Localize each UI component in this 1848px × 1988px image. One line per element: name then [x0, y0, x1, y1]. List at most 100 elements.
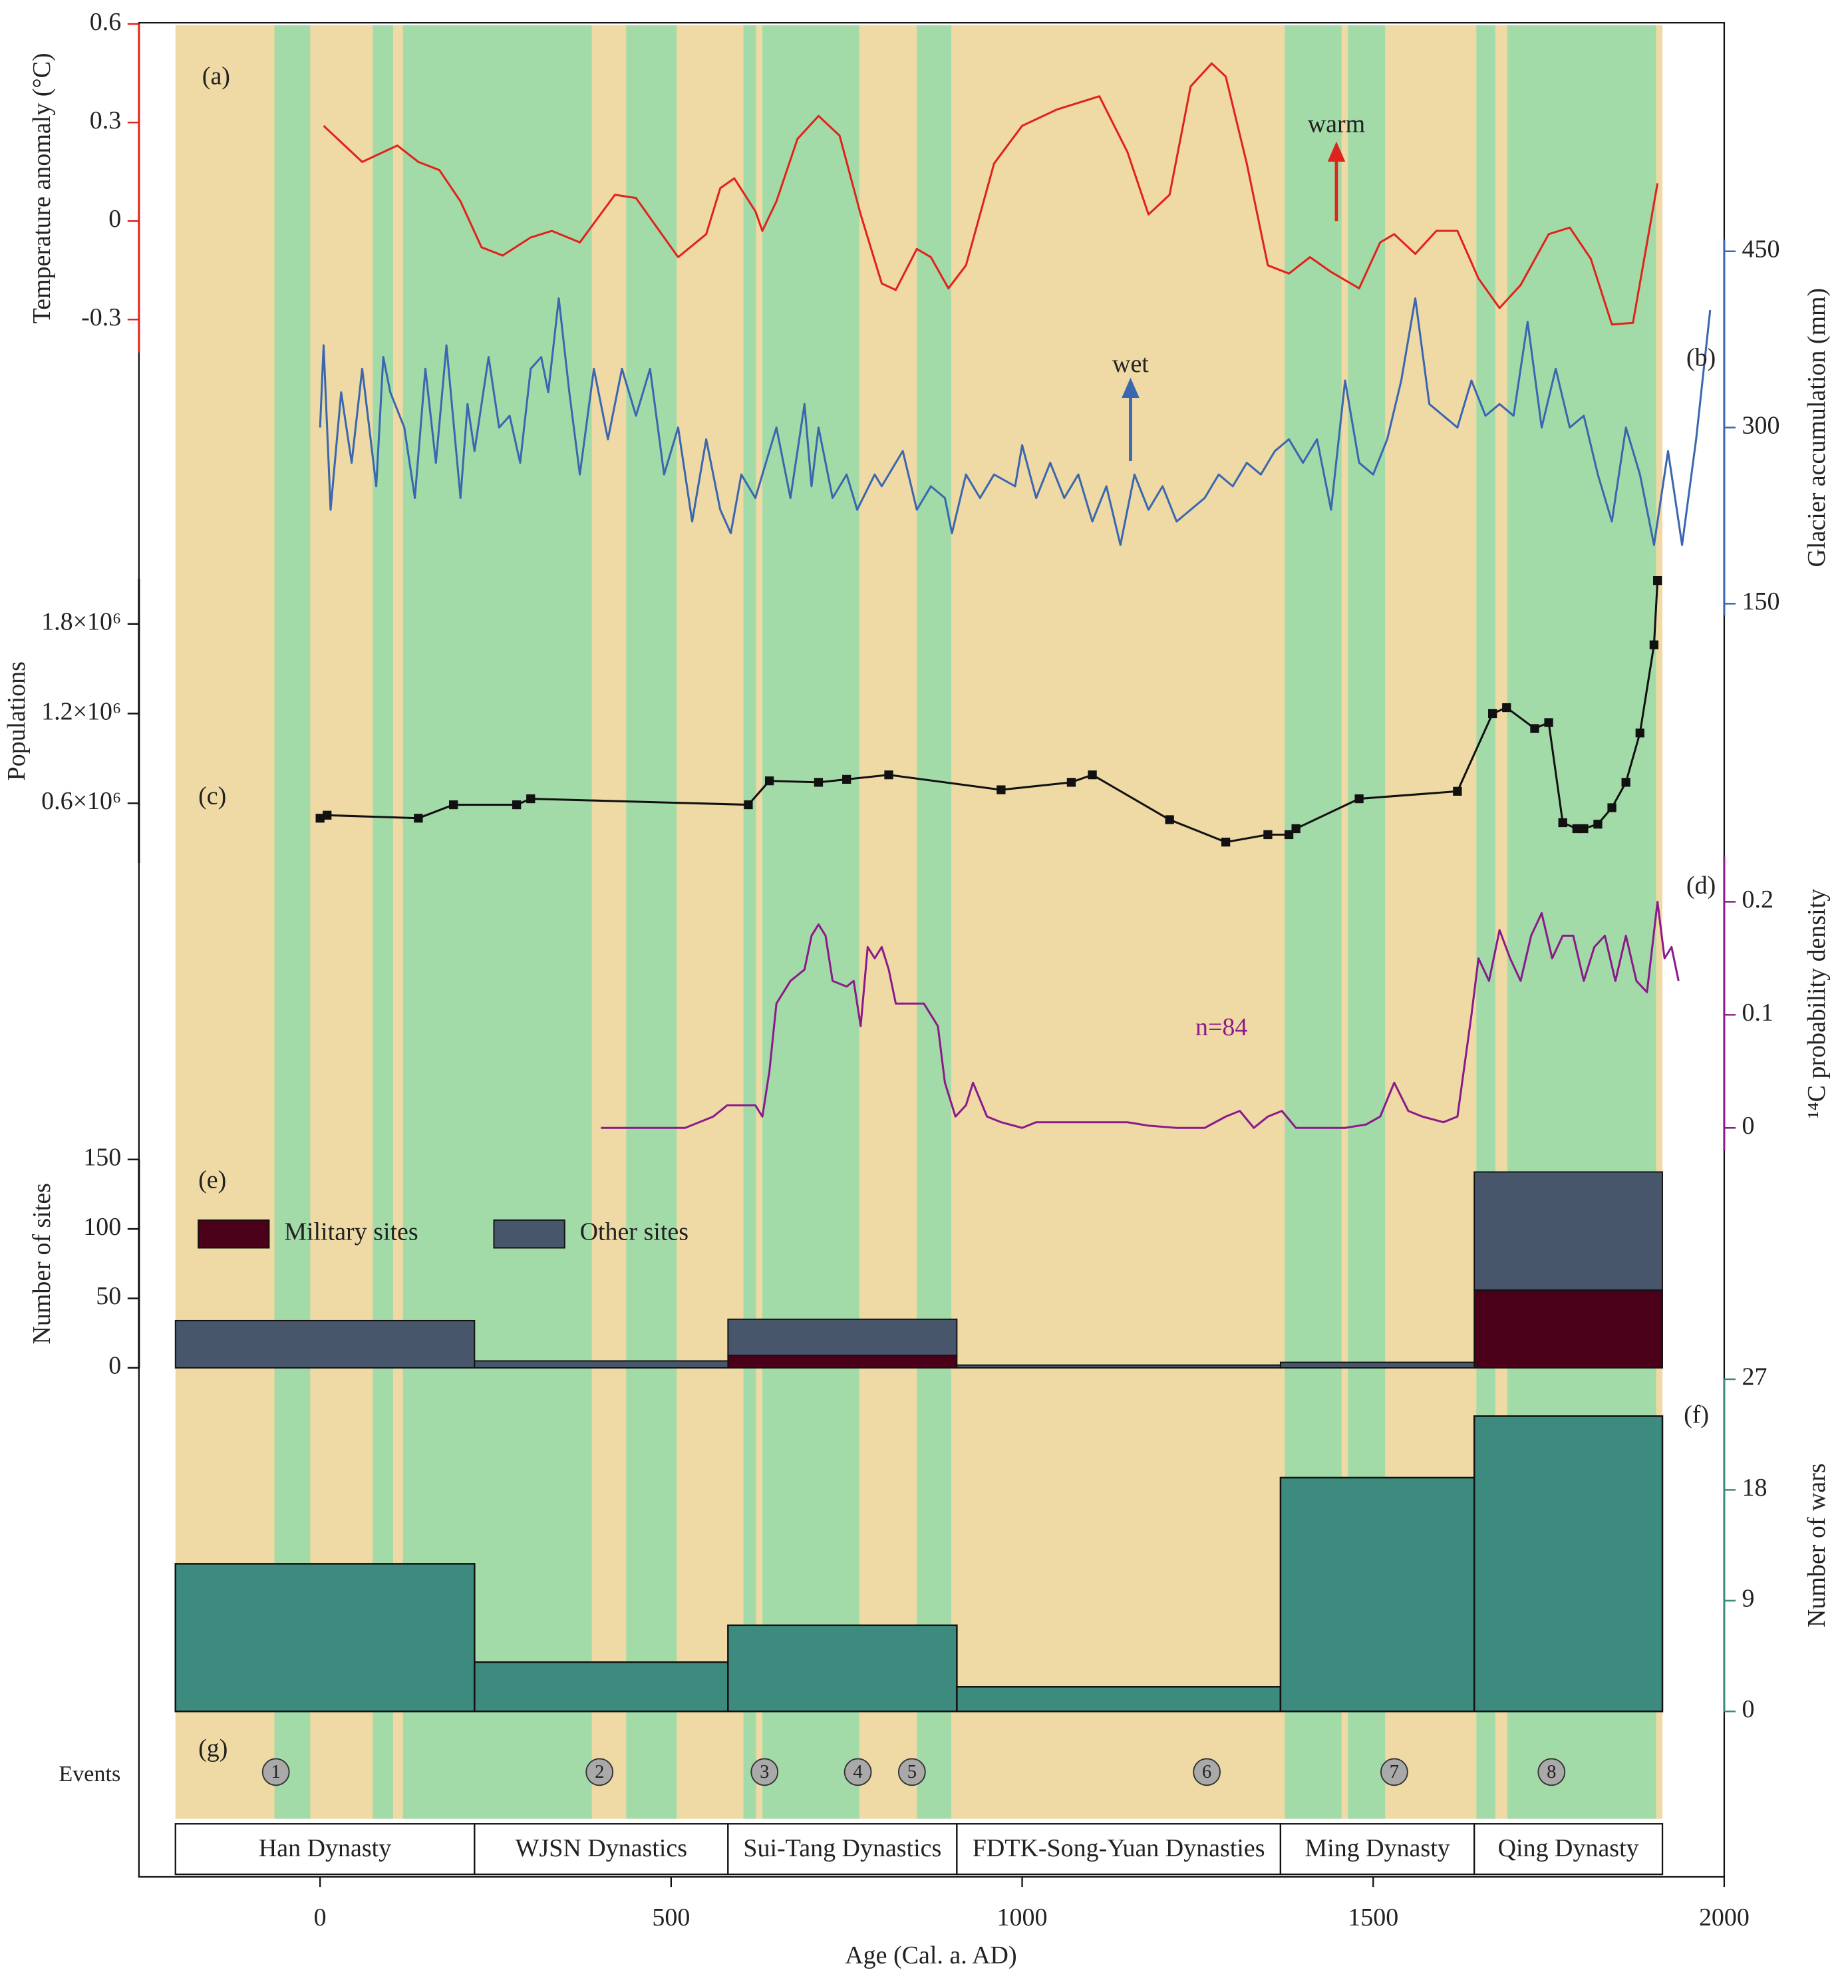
- y-tick-label: 0.6×10⁶: [41, 787, 121, 815]
- legend-swatch: [198, 1219, 270, 1249]
- period-label: Sui-Tang Dynastics: [743, 1834, 941, 1862]
- annotation: n=84: [1195, 1013, 1247, 1041]
- annotation: warm: [1308, 110, 1365, 138]
- event-marker: [1193, 1758, 1221, 1786]
- main-layer: warm wet n=84 Military sites Other sites 1 2 3 4…: [174, 62, 1712, 1786]
- marker: [1558, 818, 1567, 828]
- marker: [512, 800, 522, 810]
- y-tick-label: 0: [108, 205, 121, 233]
- y-tick-label: 450: [1742, 235, 1779, 263]
- marker: [1263, 830, 1273, 840]
- y-tick-label: 0: [1742, 1112, 1754, 1140]
- marker: [1621, 778, 1630, 787]
- period-label: Qing Dynasty: [1498, 1834, 1639, 1862]
- marker: [884, 770, 893, 780]
- wet-band: [402, 25, 592, 1819]
- event-label: 8: [1547, 1762, 1556, 1782]
- marker: [1593, 820, 1603, 829]
- period-label: Han Dynasty: [259, 1834, 391, 1862]
- legend-label: Other sites: [580, 1218, 689, 1245]
- bar: [727, 1624, 958, 1713]
- period-box: [956, 1823, 1282, 1876]
- event-marker: [1537, 1758, 1566, 1786]
- line: [601, 900, 1680, 1129]
- panel-label: (c): [198, 782, 226, 810]
- y-tick-label: 0.2: [1742, 886, 1773, 913]
- y-axis-label: ¹⁴C probability density: [1803, 889, 1831, 1118]
- event-marker: [1380, 1758, 1408, 1786]
- marker: [764, 776, 774, 786]
- marker: [1284, 830, 1294, 840]
- y-axis-label: Temperature anomaly (°C): [28, 53, 56, 323]
- marker: [1088, 770, 1097, 780]
- bar-segment: [1473, 1289, 1663, 1369]
- marker: [1066, 778, 1076, 787]
- y-tick-label: 0.3: [90, 106, 121, 134]
- y-tick-label: 0.1: [1742, 999, 1773, 1027]
- bar-segment: [174, 1319, 476, 1369]
- y-tick-label: 150: [1742, 587, 1779, 615]
- y-tick-label: -0.3: [81, 303, 121, 331]
- y-tick-label: 100: [83, 1213, 121, 1241]
- bar-segment: [956, 1364, 1281, 1369]
- arrow-head: [1122, 377, 1140, 398]
- arrow-head: [1327, 141, 1346, 162]
- x-tick-label: 1000: [997, 1904, 1048, 1931]
- y-tick-label: 0.6: [90, 8, 121, 36]
- event-label: 4: [853, 1762, 862, 1782]
- x-axis-label: Age (Cal. a. AD): [845, 1941, 1016, 1969]
- legend-label: Military sites: [284, 1218, 418, 1245]
- x-tick-label: 1500: [1348, 1904, 1398, 1931]
- marker: [1607, 803, 1617, 812]
- wet-band: [373, 25, 393, 1819]
- wet-band: [626, 25, 677, 1819]
- event-label: 6: [1202, 1762, 1211, 1782]
- marker: [1579, 824, 1589, 834]
- x-tick-label: 2000: [1699, 1904, 1750, 1931]
- bar: [1473, 1415, 1664, 1713]
- line: [319, 580, 1659, 844]
- y-tick-label: 9: [1742, 1585, 1754, 1613]
- marker: [1653, 576, 1662, 585]
- wet-band: [762, 25, 859, 1819]
- wet-band: [743, 25, 756, 1819]
- marker: [1502, 703, 1511, 713]
- y-tick-label: 0: [1742, 1695, 1754, 1723]
- event-marker: [585, 1758, 614, 1786]
- event-marker: [261, 1758, 290, 1786]
- line: [319, 297, 1712, 546]
- y-axis-label: Populations: [3, 661, 31, 780]
- marker: [526, 794, 536, 804]
- bg-layer: [175, 25, 1663, 1819]
- y-tick-label: 0: [108, 1352, 121, 1380]
- marker: [744, 800, 753, 810]
- marker: [1165, 815, 1174, 824]
- annotation: wet: [1112, 350, 1149, 378]
- wet-band: [274, 25, 311, 1819]
- event-label: 7: [1390, 1762, 1399, 1782]
- line: [323, 62, 1659, 326]
- y-tick-label: 300: [1742, 411, 1779, 439]
- wet-band: [917, 25, 951, 1819]
- period-label: WJSN Dynastics: [516, 1834, 687, 1862]
- marker: [1635, 729, 1644, 738]
- marker: [323, 810, 332, 820]
- marker: [842, 774, 851, 784]
- event-label: 2: [595, 1762, 604, 1782]
- panel-label: (g): [198, 1735, 228, 1762]
- marker: [1530, 724, 1539, 733]
- panel-label: (e): [198, 1166, 226, 1194]
- marker: [449, 800, 458, 810]
- y-axis-label: Glacier accumulation (mm): [1803, 288, 1831, 568]
- period-box: [727, 1823, 958, 1876]
- event-marker: [897, 1758, 926, 1786]
- marker: [1649, 640, 1659, 649]
- x-tick-label: 0: [314, 1904, 327, 1931]
- marker: [1487, 709, 1497, 719]
- marker: [997, 785, 1006, 794]
- bar-segment: [727, 1355, 958, 1369]
- marker: [1544, 718, 1553, 727]
- y-tick-label: 18: [1742, 1474, 1767, 1502]
